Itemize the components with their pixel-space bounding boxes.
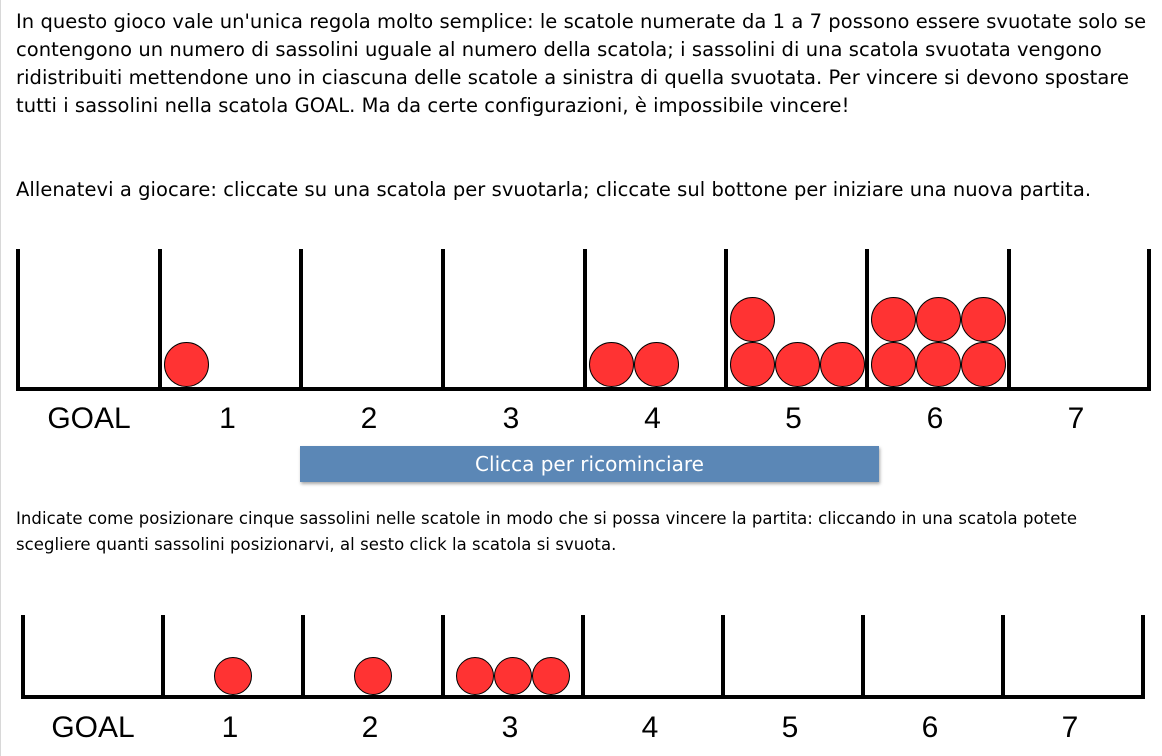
box-4[interactable] [583,615,723,697]
box-label-2: 2 [362,711,379,744]
pebble [871,342,916,387]
pebble [214,657,252,695]
box-label-goal: GOAL [47,402,130,435]
pebble [871,297,916,342]
box-label-7: 7 [1068,402,1085,435]
box-label-2: 2 [361,402,378,435]
restart-button[interactable]: Clicca per ricominciare [300,446,879,482]
challenge-text: Indicate come posizionare cinque sassoli… [16,509,1078,554]
pebble [730,297,775,342]
box-2[interactable] [301,249,443,389]
box-label-1: 1 [222,711,239,744]
intro-text: In questo gioco vale un'unica regola mol… [16,10,1147,117]
box-goal[interactable] [18,249,160,389]
box-label-6: 6 [922,711,939,744]
box-label-1: 1 [219,402,236,435]
box-7[interactable] [1009,249,1149,389]
pebble [961,342,1006,387]
pebble [589,342,634,387]
box-5[interactable] [723,615,863,697]
pebble [961,297,1006,342]
box-7[interactable] [1003,615,1143,697]
pebble [730,342,775,387]
pebble [456,657,494,695]
pebble [820,342,865,387]
box-label-5: 5 [785,402,802,435]
pebble [532,657,570,695]
pebble [634,342,679,387]
box-label-3: 3 [503,402,520,435]
pebble [164,342,209,387]
box-label-4: 4 [644,402,661,435]
pebble [494,657,532,695]
practice-board: GOAL 1 2 3 4 5 6 7 [16,249,1151,435]
box-6[interactable] [863,615,1003,697]
box-label-7: 7 [1062,711,1079,744]
pebble [916,342,961,387]
instructions-text: Allenatevi a giocare: cliccate su una sc… [16,178,1092,201]
box-goal[interactable] [23,615,163,697]
box-label-6: 6 [927,402,944,435]
pebble [916,297,961,342]
box-label-4: 4 [642,711,659,744]
box-label-5: 5 [782,711,799,744]
box-3[interactable] [443,249,585,389]
box-label-goal: GOAL [51,711,134,744]
box-label-3: 3 [502,711,519,744]
pebble [354,657,392,695]
pebble [775,342,820,387]
challenge-board: GOAL 1 2 3 4 5 6 7 [21,615,1145,744]
